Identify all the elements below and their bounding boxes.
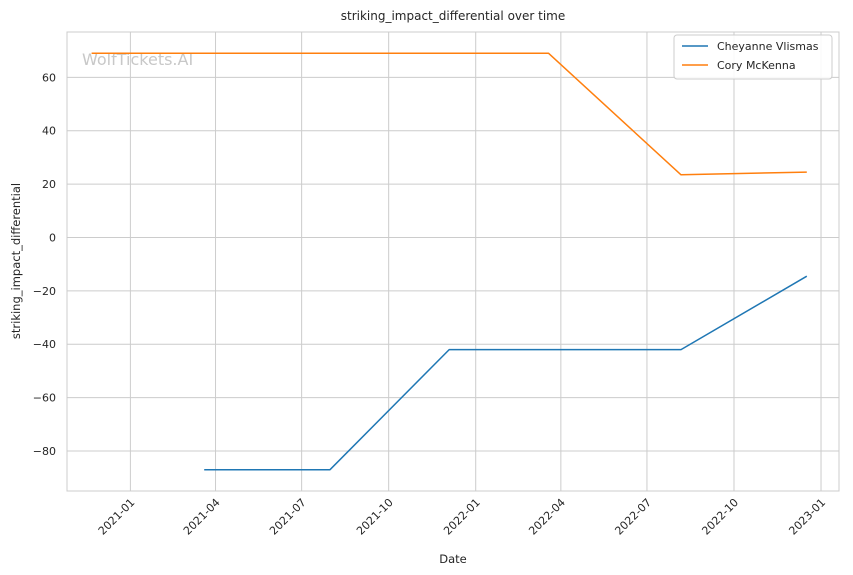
- y-tick-label: −80: [33, 445, 56, 458]
- y-axis-ticks: −80 −60 −40 −20 0 20 40 60: [33, 71, 56, 458]
- series-line-1: [91, 52, 807, 176]
- y-tick-label: −60: [33, 392, 56, 405]
- grid: [67, 32, 839, 491]
- series: [91, 52, 808, 471]
- y-tick-label: −20: [33, 285, 56, 298]
- legend: Cheyanne Vlismas Cory McKenna: [673, 34, 833, 80]
- y-tick-label: −40: [33, 338, 56, 351]
- y-tick-label: 0: [49, 231, 56, 244]
- series-line-0: [204, 275, 808, 471]
- y-axis-label: striking_impact_differential: [9, 183, 23, 339]
- y-tick-label: 40: [42, 125, 56, 138]
- legend-label: Cheyanne Vlismas: [717, 40, 819, 53]
- chart-title: striking_impact_differential over time: [341, 9, 566, 23]
- y-tick-label: 20: [42, 178, 56, 191]
- legend-label: Cory McKenna: [717, 59, 796, 72]
- y-tick-label: 60: [42, 71, 56, 84]
- x-axis-label: Date: [439, 552, 467, 566]
- watermark: WolfTickets.AI: [82, 50, 193, 69]
- legend-box: [673, 34, 833, 80]
- plot-area: [66, 31, 840, 492]
